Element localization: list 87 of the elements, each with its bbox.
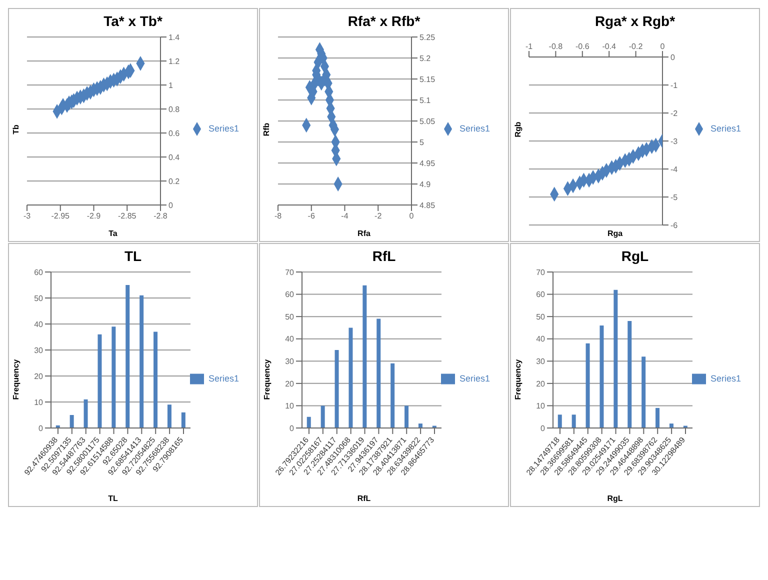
legend-label: Series1: [208, 123, 239, 134]
y-tick-label: 4.9: [419, 180, 432, 189]
x-tick-label: -0.6: [575, 42, 590, 51]
x-axis-title: Rga: [606, 229, 624, 240]
y-tick-label: 1: [168, 80, 174, 90]
y-tick-label: 5: [419, 138, 424, 147]
y-tick-label: 20: [285, 379, 295, 388]
y-tick-label: 30: [285, 356, 295, 366]
y-tick-label: 50: [285, 312, 295, 322]
y-tick-label: 0: [168, 200, 174, 210]
y-axis-title: Rfb: [262, 122, 272, 136]
y-tick-label: 40: [285, 334, 295, 344]
y-tick-label: 10: [34, 398, 44, 407]
chart-title: RgL: [620, 247, 650, 264]
x-axis-title: TL: [107, 494, 119, 505]
y-tick-label: -3: [670, 136, 678, 146]
y-tick-label: -5: [670, 192, 678, 202]
x-tick-label: -2.85: [118, 212, 137, 221]
x-tick-label: -0.2: [628, 42, 644, 51]
y-tick-label: 50: [536, 312, 546, 322]
y-tick-label: 5.05: [419, 116, 436, 126]
y-tick-label: 70: [536, 268, 546, 277]
y-axis-title: Tb: [12, 124, 20, 134]
chart-title: Rga* x Rgb*: [594, 12, 676, 29]
y-tick-label: 5.1: [419, 96, 432, 105]
x-tick-label: -2.9: [86, 212, 102, 221]
y-tick-label: 4.85: [419, 200, 436, 210]
x-tick-label: -3: [23, 212, 32, 221]
y-tick-label: -2: [670, 108, 678, 118]
chart-title: RfL: [371, 247, 397, 264]
y-tick-label: 5.25: [419, 32, 436, 42]
y-tick-label: 5.2: [419, 54, 432, 63]
y-tick-label: 20: [536, 379, 546, 388]
y-tick-label: 60: [536, 290, 546, 300]
y-tick-label: 0: [670, 52, 676, 62]
x-axis-title: RgL: [606, 494, 624, 505]
y-tick-label: 40: [536, 334, 546, 344]
y-tick-label: 1.4: [168, 32, 180, 42]
x-tick-label: 0: [660, 42, 666, 51]
chart-title: Ta* x Tb*: [102, 12, 164, 29]
y-tick-label: 0: [290, 424, 295, 433]
y-tick-label: 10: [285, 402, 295, 411]
y-tick-label: 60: [34, 268, 44, 277]
y-tick-label: 0: [540, 424, 546, 433]
y-tick-label: -4: [670, 164, 678, 174]
chart-title: TL: [123, 247, 143, 264]
y-tick-label: 0.2: [168, 176, 180, 186]
y-axis-title: Frequency: [514, 358, 522, 400]
x-tick-label: 0: [409, 212, 414, 221]
x-tick-label: -8: [274, 212, 282, 221]
legend-label: Series1: [710, 123, 741, 134]
y-tick-label: 20: [34, 372, 44, 381]
x-tick-label: -6: [308, 212, 316, 221]
y-axis-title: Frequency: [262, 358, 272, 400]
x-tick-label: -4: [341, 212, 349, 221]
y-tick-label: 30: [34, 346, 44, 355]
x-axis-title: RfL: [356, 494, 372, 505]
legend-label: Series1: [208, 373, 239, 384]
y-tick-label: 60: [285, 290, 295, 300]
y-tick-label: 1.2: [168, 56, 180, 66]
y-axis-title: Frequency: [12, 358, 20, 400]
x-tick-label: -2.8: [154, 212, 168, 221]
y-tick-label: 50: [34, 294, 44, 303]
y-tick-label: 0.4: [168, 152, 180, 162]
y-tick-label: 0.6: [168, 128, 180, 138]
x-tick-label: -0.8: [548, 42, 564, 51]
y-tick-label: 0: [38, 424, 44, 433]
legend-label: Series1: [710, 373, 741, 384]
y-tick-label: -6: [670, 220, 678, 230]
y-axis-title: Rgb: [514, 121, 522, 137]
y-tick-label: 0.8: [168, 104, 180, 114]
y-tick-label: 40: [34, 320, 44, 329]
x-axis-title: Ta: [108, 229, 118, 240]
y-tick-label: -1: [670, 80, 678, 90]
y-tick-label: 70: [285, 268, 295, 277]
x-tick-label: -2.95: [51, 212, 70, 221]
x-tick-label: -0.4: [602, 42, 617, 51]
y-tick-label: 10: [536, 402, 546, 411]
chart-title: Rfa* x Rfb*: [346, 12, 422, 29]
x-tick-label: -1: [525, 42, 534, 51]
y-tick-label: 30: [536, 356, 546, 366]
legend-label: Series1: [459, 123, 490, 134]
y-tick-label: 5.15: [419, 74, 436, 84]
y-tick-label: 4.95: [419, 158, 436, 168]
x-axis-title: Rfa: [356, 229, 372, 240]
legend-label: Series1: [459, 373, 490, 384]
x-tick-label: -2: [374, 212, 382, 221]
